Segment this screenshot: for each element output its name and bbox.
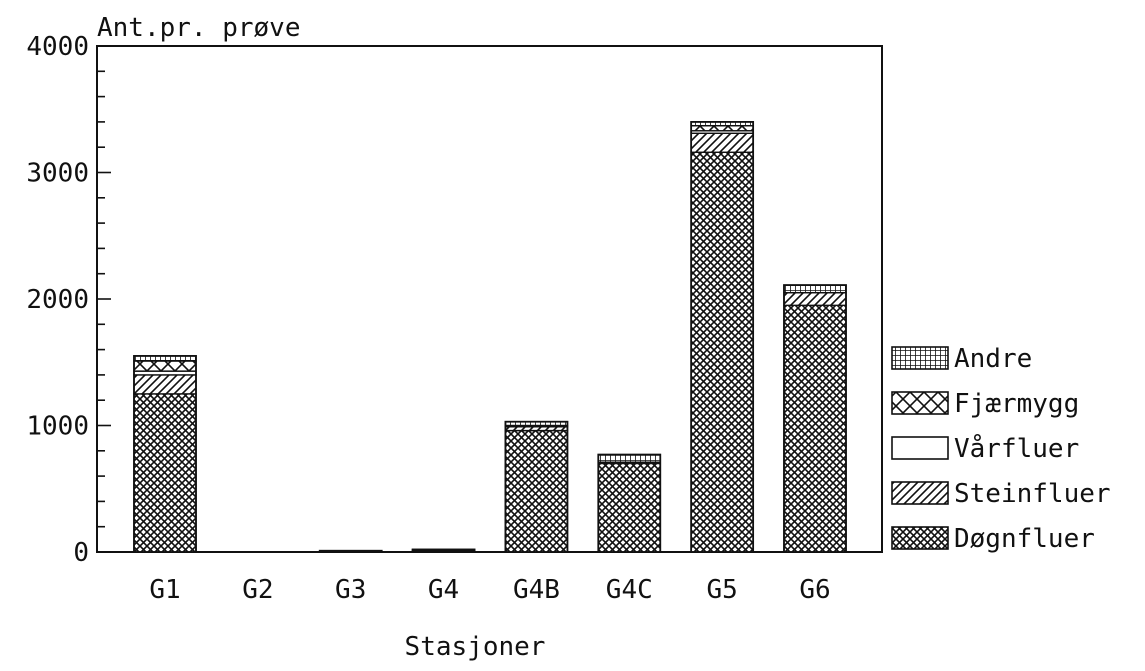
legend-swatch xyxy=(891,481,949,505)
bar-segment xyxy=(133,374,197,395)
bar-segment xyxy=(783,284,847,294)
x-tick-label: G4C xyxy=(606,575,653,605)
bar-segment xyxy=(690,124,754,132)
x-tick-label: G4B xyxy=(513,575,560,605)
legend: Andre Fjærmygg Vårfluer Steinfluer Døgnfluer xyxy=(891,344,1111,554)
bar-outline xyxy=(133,355,197,553)
y-tick-label: 2000 xyxy=(26,285,89,315)
legend-label: Vårfluer xyxy=(954,433,1079,464)
legend-swatch xyxy=(891,526,949,550)
y-tick-label: 3000 xyxy=(26,159,89,189)
bar-outline xyxy=(504,420,569,553)
bar-outline xyxy=(690,121,755,553)
bar-outline xyxy=(597,453,662,553)
legend-item: Døgnfluer xyxy=(891,524,1095,554)
bar-outline xyxy=(411,548,476,553)
y-axis-title: Ant.pr. prøve xyxy=(97,13,301,43)
bar-segment xyxy=(597,462,661,553)
legend-item: Fjærmygg xyxy=(891,389,1079,419)
x-tick-label: G2 xyxy=(242,575,273,605)
bar-segment xyxy=(133,393,197,553)
legend-label: Andre xyxy=(954,344,1032,374)
bar-segment xyxy=(597,453,661,463)
bar-segment xyxy=(133,360,197,372)
y-axis: 0 1000 2000 3000 4000 xyxy=(26,32,111,568)
plot-frame xyxy=(96,45,883,553)
bar-outline xyxy=(318,549,383,553)
x-axis-title: Stasjoner xyxy=(405,632,546,662)
legend-label: Døgnfluer xyxy=(954,524,1095,554)
x-tick-label: G4 xyxy=(428,575,459,605)
bar-segment xyxy=(783,304,847,553)
bar-outline xyxy=(783,284,847,553)
y-tick-label: 4000 xyxy=(26,32,89,62)
y-tick-label: 1000 xyxy=(26,412,89,442)
y-tick-label: 0 xyxy=(73,538,89,568)
bar-segment xyxy=(783,291,847,307)
legend-swatch xyxy=(891,346,949,370)
bar-segment xyxy=(690,132,754,153)
x-tick-label: G3 xyxy=(335,575,366,605)
x-tick-label: G1 xyxy=(149,575,180,605)
bars-group xyxy=(133,121,847,553)
x-axis: G1 G2 G3 G4 G4B G4C G5 G6 xyxy=(149,575,830,605)
bar-segment xyxy=(504,429,569,553)
legend-swatch xyxy=(891,436,949,460)
legend-item: Vårfluer xyxy=(891,433,1079,464)
x-tick-label: G5 xyxy=(706,575,737,605)
legend-label: Fjærmygg xyxy=(954,389,1079,419)
legend-label: Steinfluer xyxy=(954,479,1111,509)
x-tick-label: G6 xyxy=(799,575,830,605)
legend-item: Steinfluer xyxy=(891,479,1111,509)
bar-segment xyxy=(690,151,754,553)
legend-swatch xyxy=(891,391,949,415)
legend-item: Andre xyxy=(891,344,1032,374)
